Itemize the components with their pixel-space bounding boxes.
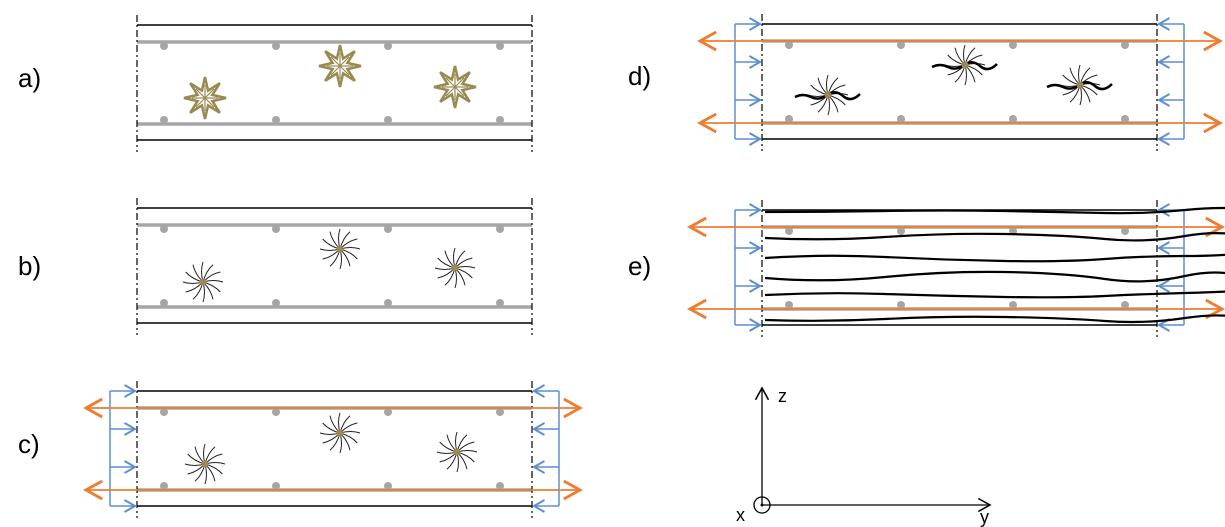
rebar-dot [272, 42, 280, 50]
fiber-core [962, 62, 969, 69]
rebar-dot [160, 482, 168, 490]
rebar-dot [272, 299, 280, 307]
rebar-dot [1121, 227, 1129, 235]
crack [765, 233, 1225, 240]
rebar-dot [785, 115, 793, 123]
rebar-dot [496, 225, 504, 233]
drawing-layer [86, 14, 1225, 518]
rebar-dot [1121, 301, 1129, 309]
diagram: a) b) c) d) e) z y x [0, 0, 1225, 527]
rebar-dot [272, 408, 280, 416]
axis-label: x [736, 505, 745, 525]
fiber-core [452, 265, 459, 272]
rebar-dot [897, 301, 905, 309]
crack [765, 272, 1225, 282]
rebar-dot [272, 225, 280, 233]
rebar-dot [160, 225, 168, 233]
rebar-dot [384, 408, 392, 416]
panel-label: a) [18, 63, 41, 93]
fiber-core [1077, 82, 1084, 89]
rebar-dot [785, 41, 793, 49]
axis-label: y [980, 507, 989, 527]
rebar-dot [1121, 41, 1129, 49]
panel-label: b) [18, 251, 41, 281]
rebar-dot [384, 225, 392, 233]
rebar-dot [496, 408, 504, 416]
rebar-dot [384, 116, 392, 124]
panel-label: d) [628, 61, 651, 91]
x-axis-dot [761, 504, 764, 507]
fiber-core [202, 461, 209, 468]
fiber-core [337, 246, 344, 253]
crack [765, 290, 1225, 297]
page: a) b) c) d) e) z y x (() => { const data… [0, 0, 1225, 527]
panel-label: c) [18, 429, 40, 459]
fiber-core [337, 430, 344, 437]
fiber-core [454, 449, 461, 456]
rebar-dot [496, 482, 504, 490]
rebar-dot [384, 42, 392, 50]
fiber-core [200, 279, 207, 286]
rebar-dot [785, 301, 793, 309]
rebar-dot [160, 408, 168, 416]
rebar-dot [496, 299, 504, 307]
rebar-dot [897, 227, 905, 235]
rebar-dot [1009, 115, 1017, 123]
fiber-core [825, 92, 832, 99]
axis-label: z [778, 386, 787, 406]
rebar-dot [384, 299, 392, 307]
rebar-dot [496, 42, 504, 50]
rebar-dot [160, 42, 168, 50]
rebar-dot [384, 482, 392, 490]
crack [765, 315, 1225, 322]
rebar-dot [272, 116, 280, 124]
panel-label: e) [628, 251, 651, 281]
rebar-dot [160, 299, 168, 307]
rebar-dot [1009, 301, 1017, 309]
rebar-dot [1121, 115, 1129, 123]
crack [765, 252, 1225, 261]
rebar-dot [160, 116, 168, 124]
rebar-dot [1009, 41, 1017, 49]
rebar-dot [897, 115, 905, 123]
rebar-dot [496, 116, 504, 124]
rebar-dot [272, 482, 280, 490]
rebar-dot [785, 227, 793, 235]
rebar-dot [897, 41, 905, 49]
